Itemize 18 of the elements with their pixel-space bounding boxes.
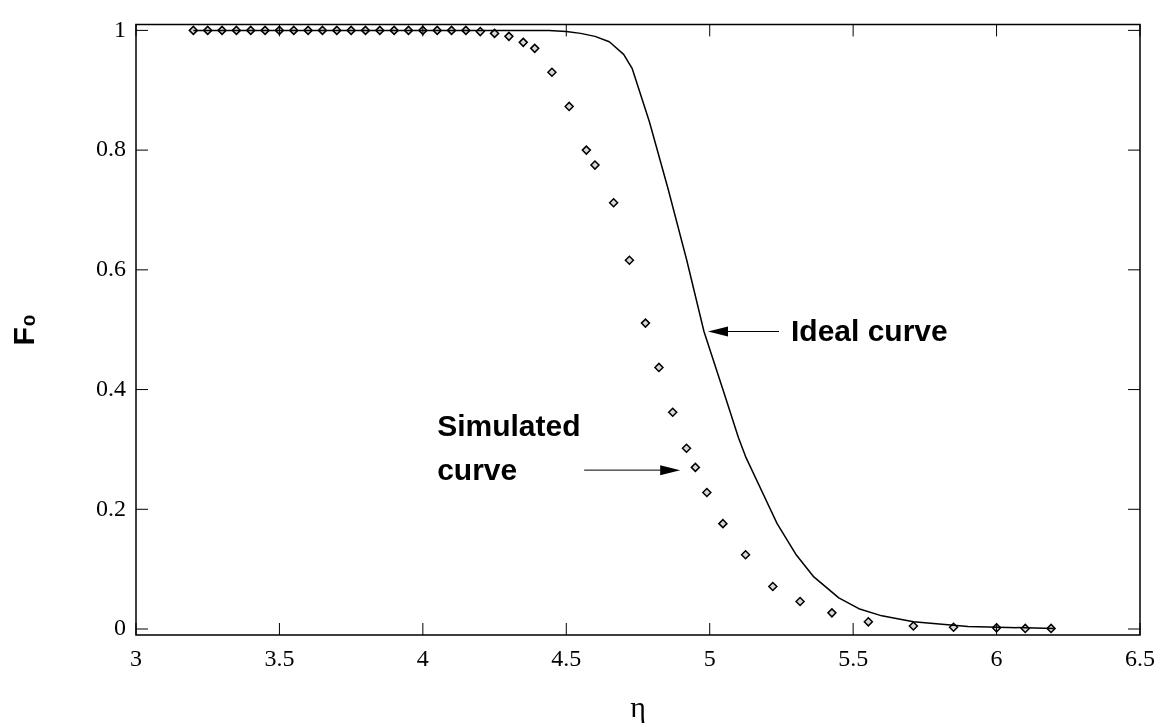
- y-tick-label: 0.6: [96, 255, 126, 282]
- x-tick-label: 4.5: [551, 644, 582, 671]
- x-tick-label: 3.5: [264, 644, 295, 671]
- x-tick-label: 3: [130, 644, 142, 671]
- x-tick-label: 5.5: [838, 644, 869, 671]
- y-tick-label: 1: [114, 15, 126, 42]
- annotation: Simulated curve: [437, 408, 581, 489]
- x-tick-label: 5: [703, 644, 716, 671]
- y-tick-label: 0.8: [96, 135, 126, 162]
- y-tick-label: 0: [114, 614, 126, 641]
- y-axis-title: F₀: [7, 313, 41, 346]
- y-tick-label: 0.4: [96, 374, 126, 401]
- x-tick-label: 6: [990, 644, 1003, 671]
- x-tick-label: 6.5: [1125, 644, 1155, 671]
- x-axis-title: η: [630, 689, 646, 723]
- y-tick-label: 0.2: [96, 494, 126, 521]
- annotation: Ideal curve: [790, 313, 948, 350]
- x-tick-label: 4: [416, 644, 429, 671]
